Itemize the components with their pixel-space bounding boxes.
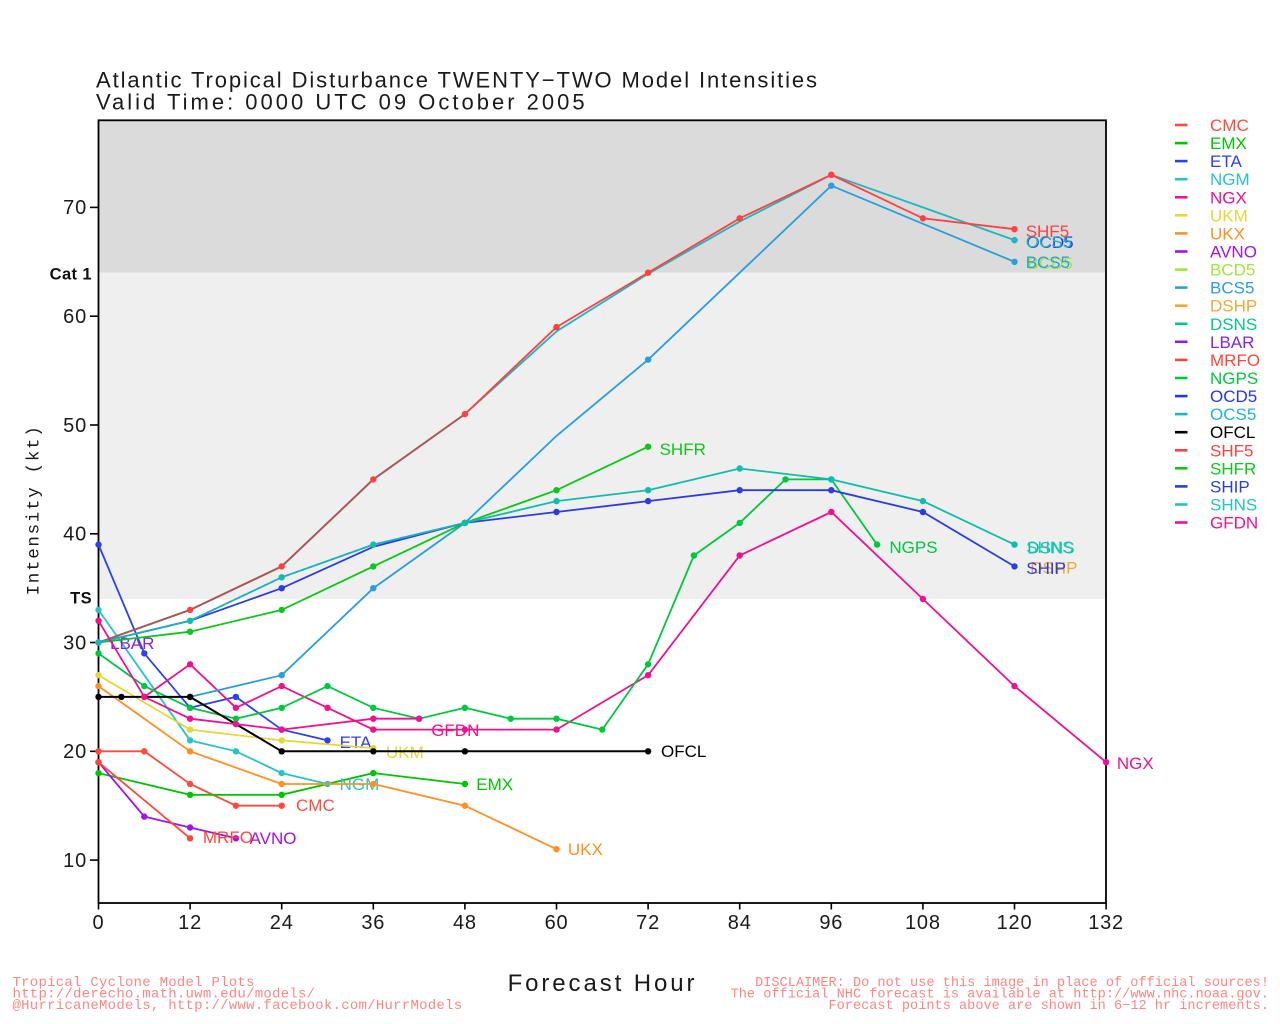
svg-text:NGX: NGX [1210, 188, 1247, 207]
svg-text:DSNS: DSNS [1027, 539, 1074, 558]
svg-text:ETA: ETA [1210, 152, 1242, 171]
svg-text:96: 96 [819, 912, 843, 934]
svg-text:12: 12 [178, 912, 202, 934]
svg-text:NGPS: NGPS [889, 538, 937, 557]
svg-text:MRFO: MRFO [1210, 351, 1260, 370]
svg-text:36: 36 [361, 912, 385, 934]
svg-text:SHNS: SHNS [1210, 496, 1257, 515]
svg-text:UKX: UKX [1210, 224, 1245, 243]
svg-text:DSHP: DSHP [1030, 558, 1077, 577]
svg-text:BCD5: BCD5 [1210, 261, 1255, 280]
svg-text:UKM: UKM [1210, 206, 1248, 225]
svg-text:10: 10 [63, 850, 87, 872]
svg-text:48: 48 [453, 912, 477, 934]
svg-text:30: 30 [63, 632, 87, 654]
svg-text:TS: TS [70, 590, 92, 608]
svg-text:0: 0 [93, 912, 105, 934]
svg-text:NGX: NGX [1117, 754, 1154, 773]
svg-text:SHFR: SHFR [1210, 459, 1256, 478]
svg-text:EMX: EMX [1210, 134, 1247, 153]
svg-text:EMX: EMX [476, 775, 513, 794]
svg-text:BCS5: BCS5 [1210, 279, 1254, 298]
svg-text:ETA: ETA [340, 733, 372, 752]
svg-text:SHNS: SHNS [1026, 538, 1073, 557]
svg-text:Intensity (kt): Intensity (kt) [25, 425, 45, 596]
svg-text:SHFR: SHFR [660, 440, 706, 459]
svg-text:AVNO: AVNO [250, 829, 297, 848]
svg-text:CMC: CMC [296, 796, 335, 815]
svg-text:Tropical Cyclone Model Plots: Tropical Cyclone Model Plots [13, 975, 255, 991]
svg-text:SHIP: SHIP [1026, 559, 1066, 578]
svg-text:OCS5: OCS5 [1026, 233, 1072, 252]
svg-text:SHIP: SHIP [1210, 477, 1250, 496]
svg-text:70: 70 [63, 197, 87, 219]
svg-text:SHF5: SHF5 [1026, 222, 1069, 241]
svg-text:50: 50 [63, 415, 87, 437]
svg-text:60: 60 [545, 912, 569, 934]
svg-text:Valid Time: 0000 UTC 09 Octobe: Valid Time: 0000 UTC 09 October 2005 [96, 90, 588, 115]
svg-text:Atlantic Tropical Disturbance: Atlantic Tropical Disturbance TWENTY−TWO… [96, 68, 819, 93]
svg-text:BCD5: BCD5 [1028, 254, 1073, 273]
svg-text:BCS5: BCS5 [1026, 253, 1070, 272]
svg-text:LBAR: LBAR [1210, 333, 1254, 352]
svg-text:@HurricaneModels, http://www.f: @HurricaneModels, http://www.facebook.co… [13, 998, 463, 1014]
svg-text:MRFO: MRFO [203, 828, 253, 847]
svg-text:DSHP: DSHP [1210, 297, 1257, 316]
svg-text:http://derecho.math.uwm.edu/mo: http://derecho.math.uwm.edu/models/ [13, 987, 316, 1003]
svg-text:Cat 1: Cat 1 [50, 266, 92, 284]
svg-text:DSNS: DSNS [1210, 315, 1257, 334]
svg-text:84: 84 [728, 912, 752, 934]
svg-text:The official NHC forecast is a: The official NHC forecast is available a… [731, 988, 1269, 1003]
svg-text:SHF5: SHF5 [1210, 441, 1253, 460]
svg-text:40: 40 [63, 524, 87, 546]
svg-text:DISCLAIMER: Do not use this im: DISCLAIMER: Do not use this image in pla… [755, 976, 1269, 991]
svg-text:132: 132 [1088, 912, 1124, 934]
svg-text:NGM: NGM [1210, 170, 1250, 189]
svg-text:OFCL: OFCL [661, 742, 706, 761]
svg-text:OCD5: OCD5 [1026, 233, 1073, 252]
svg-text:AVNO: AVNO [1210, 243, 1257, 262]
svg-text:Forecast points above are show: Forecast points above are shown in 6−12 … [828, 999, 1269, 1014]
svg-text:UKM: UKM [386, 743, 424, 762]
svg-text:OCS5: OCS5 [1210, 405, 1256, 424]
svg-text:GFDN: GFDN [1210, 514, 1258, 533]
svg-text:GFDN: GFDN [431, 721, 479, 740]
svg-text:UKX: UKX [568, 840, 603, 859]
svg-text:Forecast Hour: Forecast Hour [508, 970, 698, 997]
svg-text:72: 72 [636, 912, 660, 934]
svg-text:60: 60 [63, 306, 87, 328]
svg-text:OCD5: OCD5 [1210, 387, 1257, 406]
svg-text:20: 20 [63, 741, 87, 763]
svg-text:120: 120 [997, 912, 1033, 934]
svg-text:24: 24 [270, 912, 294, 934]
svg-text:LBAR: LBAR [110, 634, 154, 653]
svg-text:NGPS: NGPS [1210, 369, 1258, 388]
svg-text:CMC: CMC [1210, 116, 1249, 135]
svg-text:OFCL: OFCL [1210, 423, 1255, 442]
svg-text:108: 108 [905, 912, 941, 934]
